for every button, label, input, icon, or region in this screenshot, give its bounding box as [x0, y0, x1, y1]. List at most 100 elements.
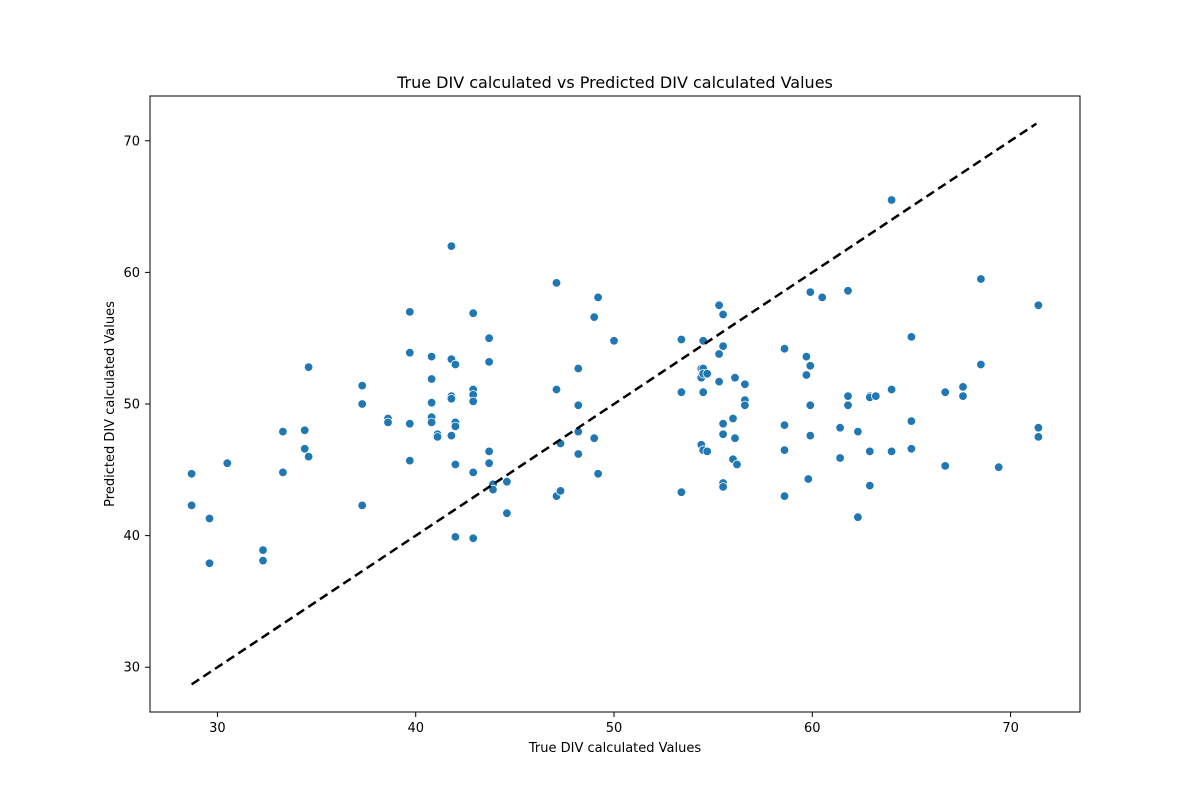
data-point [186, 469, 197, 479]
data-point [488, 484, 498, 495]
data-point [835, 423, 845, 433]
data-point [976, 359, 986, 370]
data-point [886, 384, 897, 395]
y-tick-label: 30 [123, 661, 140, 676]
data-point [303, 451, 314, 462]
x-axis-ticks: 30 40 50 60 70 [209, 712, 1019, 736]
data-point [357, 500, 367, 511]
data-point [958, 382, 968, 392]
data-point [714, 300, 724, 311]
data-point [383, 417, 393, 428]
y-axis-ticks: 30 40 50 60 70 [123, 134, 150, 676]
data-point [718, 341, 728, 351]
chart-title: True DIV calculated vs Predicted DIV cal… [396, 73, 833, 92]
data-point [740, 379, 750, 390]
data-point [718, 309, 728, 320]
data-point [446, 241, 457, 251]
y-tick-label: 60 [123, 266, 140, 281]
data-point [468, 396, 478, 407]
data-point [446, 430, 457, 441]
data-point [432, 432, 443, 442]
data-point [450, 459, 461, 470]
data-point [994, 462, 1004, 472]
data-point [976, 274, 986, 284]
data-point [426, 417, 437, 428]
data-point [204, 513, 215, 524]
data-point [589, 312, 599, 322]
data-point [940, 387, 950, 397]
x-tick-label: 70 [1002, 721, 1019, 736]
data-point [676, 487, 687, 497]
x-tick-label: 30 [209, 721, 226, 736]
data-point [871, 391, 881, 401]
data-point [300, 425, 310, 436]
data-point [865, 480, 875, 491]
data-point [357, 380, 367, 391]
data-point [450, 532, 461, 542]
reference-line [190, 122, 1038, 686]
data-point [405, 419, 415, 429]
data-point [676, 334, 687, 345]
data-point [555, 486, 566, 496]
data-point [1033, 432, 1044, 442]
data-point [484, 458, 494, 468]
data-point [446, 394, 457, 404]
data-point [906, 416, 917, 426]
data-point [573, 363, 584, 374]
data-point [865, 446, 875, 457]
data-point [468, 308, 478, 318]
data-point [468, 467, 478, 478]
y-tick-label: 70 [123, 134, 140, 149]
data-point [450, 359, 461, 370]
data-point [843, 391, 853, 401]
data-point [593, 292, 603, 303]
data-point [803, 474, 814, 484]
x-tick-label: 40 [407, 721, 424, 736]
data-point [886, 195, 897, 205]
data-point [779, 491, 790, 501]
data-point [484, 446, 494, 457]
data-point [835, 453, 845, 463]
data-point [186, 500, 197, 511]
data-point [714, 376, 724, 387]
data-point [222, 458, 233, 468]
data-point [278, 467, 288, 478]
data-point [714, 349, 724, 359]
data-point [805, 287, 816, 297]
data-point [593, 469, 603, 479]
data-point [906, 444, 917, 454]
data-point [740, 400, 750, 411]
data-point [484, 357, 494, 367]
data-point [817, 292, 827, 303]
y-tick-label: 40 [123, 529, 140, 544]
data-point [730, 433, 740, 443]
data-point [426, 374, 437, 384]
data-point [886, 446, 897, 457]
data-point [718, 429, 728, 440]
data-point [853, 426, 863, 437]
data-point [801, 351, 812, 362]
data-point [300, 444, 310, 454]
data-point [732, 459, 742, 470]
data-point [502, 477, 512, 487]
data-point [676, 387, 687, 397]
data-point [551, 384, 562, 395]
data-point [958, 391, 968, 401]
y-tick-label: 50 [123, 398, 140, 413]
data-point [730, 373, 740, 383]
data-point [702, 446, 712, 457]
data-point [1033, 300, 1044, 311]
data-point [801, 370, 812, 380]
data-point [805, 430, 816, 441]
data-point [728, 413, 738, 424]
data-point [718, 419, 728, 429]
data-point [468, 533, 478, 544]
data-point [698, 387, 708, 397]
data-point [204, 558, 215, 569]
data-point [405, 348, 415, 358]
data-point [426, 351, 437, 362]
data-point [450, 421, 461, 432]
data-point [258, 555, 268, 566]
points-layer [186, 195, 1044, 569]
y-axis-label: Predicted DIV calculated Values [103, 301, 118, 507]
